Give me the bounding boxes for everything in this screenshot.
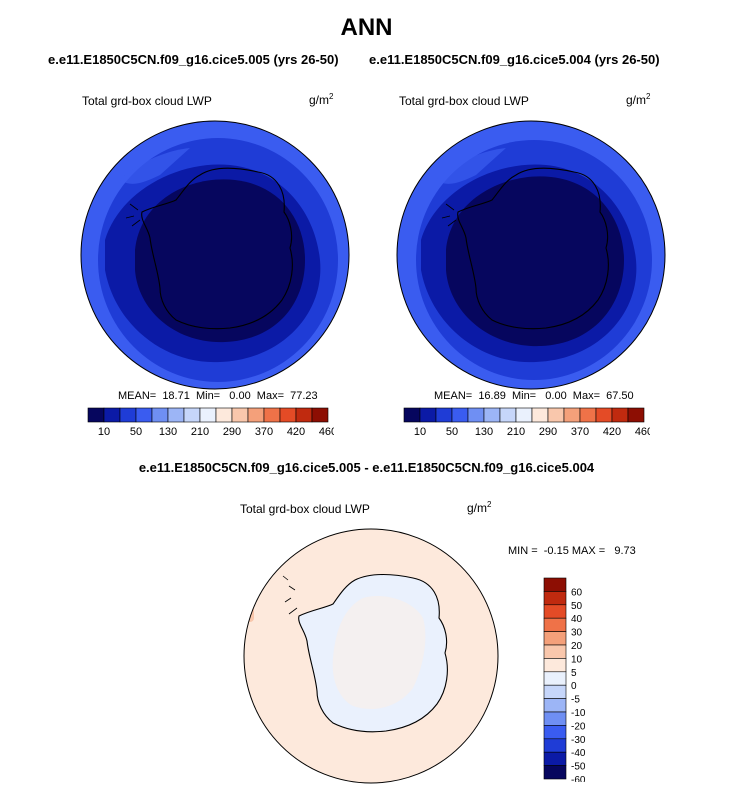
colorbar-swatch: [295, 407, 313, 423]
case-right-title: e.e11.E1850C5CN.f09_g16.cice5.004 (yrs 2…: [369, 52, 660, 67]
colorbar-tick-label: 420: [603, 426, 621, 438]
right-panel-units: g/m2: [626, 92, 651, 107]
colorbar-swatch: [135, 407, 153, 423]
colorbar-swatch: [119, 407, 137, 423]
case-left-title: e.e11.E1850C5CN.f09_g16.cice5.005 (yrs 2…: [48, 52, 339, 67]
colorbar-tick-label: 30: [571, 628, 583, 639]
colorbar-swatch: [543, 711, 567, 726]
colorbar-tick-label: 10: [98, 426, 110, 438]
colorbar-tick-label: -40: [571, 748, 586, 759]
colorbar-tick-label: 10: [414, 426, 426, 438]
colorbar-tick-label: 210: [507, 426, 525, 438]
right-stats: MEAN= 16.89 Min= 0.00 Max= 67.50: [434, 390, 634, 402]
colorbar-swatch: [435, 407, 453, 423]
colorbar-tick-label: -20: [571, 721, 586, 732]
colorbar-tick-label: 420: [287, 426, 305, 438]
right-panel-label: Total grd-box cloud LWP: [399, 94, 529, 108]
colorbar-swatch: [543, 684, 567, 699]
colorbar-swatch: [543, 617, 567, 632]
colorbar-swatch: [543, 751, 567, 766]
colorbar-swatch: [419, 407, 437, 423]
colorbar-swatch: [515, 407, 533, 423]
colorbar-swatch: [543, 671, 567, 686]
colorbar-swatch: [543, 591, 567, 606]
colorbar-swatch: [543, 725, 567, 740]
diff-title: e.e11.E1850C5CN.f09_g16.cice5.005 - e.e1…: [138, 460, 595, 475]
colorbar-tick-label: -10: [571, 708, 586, 719]
colorbar-swatch: [595, 407, 613, 423]
colorbar-tick-label: -60: [571, 775, 586, 782]
colorbar-tick-label: 460: [319, 426, 334, 438]
colorbar-swatch: [543, 577, 567, 592]
colorbar-tick-label: -50: [571, 762, 586, 773]
colorbar-swatch: [499, 407, 517, 423]
colorbar-swatch: [543, 698, 567, 713]
colorbar-swatch: [543, 604, 567, 619]
colorbar-swatch: [311, 407, 329, 423]
colorbar-swatch: [167, 407, 185, 423]
colorbar-swatch: [183, 407, 201, 423]
colorbar-tick-label: -5: [571, 695, 580, 706]
colorbar-tick-label: 60: [571, 587, 583, 598]
colorbar-tick-label: -30: [571, 735, 586, 746]
colorbar-swatch: [87, 407, 105, 423]
right-map: [396, 120, 666, 390]
colorbar-swatch: [467, 407, 485, 423]
colorbar-tick-label: 370: [571, 426, 589, 438]
colorbar-swatch: [611, 407, 629, 423]
colorbar-tick-label: 5: [571, 668, 577, 679]
colorbar-swatch: [483, 407, 501, 423]
colorbar-swatch: [103, 407, 121, 423]
colorbar-swatch: [543, 631, 567, 646]
colorbar-tick-label: 40: [571, 614, 583, 625]
colorbar-swatch: [451, 407, 469, 423]
colorbar-tick-label: 370: [255, 426, 273, 438]
colorbar-swatch: [579, 407, 597, 423]
colorbar-swatch: [199, 407, 217, 423]
colorbar-tick-label: 130: [475, 426, 493, 438]
colorbar-swatch: [151, 407, 169, 423]
colorbar-tick-label: 20: [571, 641, 583, 652]
colorbar-swatch: [547, 407, 565, 423]
colorbar-swatch: [627, 407, 645, 423]
colorbar-tick-label: 210: [191, 426, 209, 438]
diff-map: [243, 528, 499, 784]
colorbar-swatch: [279, 407, 297, 423]
colorbar-tick-label: 290: [223, 426, 241, 438]
left-colorbar: 10 50 130 210 290 370 420 460: [87, 407, 334, 438]
left-panel-units: g/m2: [309, 92, 334, 107]
colorbar-swatch: [563, 407, 581, 423]
colorbar-swatch: [543, 658, 567, 673]
diff-panel-label: Total grd-box cloud LWP: [240, 502, 370, 516]
colorbar-tick-label: 50: [130, 426, 142, 438]
colorbar-tick-label: 50: [446, 426, 458, 438]
right-colorbar: 10 50 130 210 290 370 420 460: [403, 407, 650, 438]
main-title: ANN: [340, 14, 393, 41]
colorbar-tick-label: 0: [571, 681, 577, 692]
colorbar-tick-label: 10: [571, 654, 583, 665]
diff-stats: MIN = -0.15 MAX = 9.73: [508, 545, 636, 557]
colorbar-swatch: [247, 407, 265, 423]
colorbar-tick-label: 290: [539, 426, 557, 438]
colorbar-swatch: [231, 407, 249, 423]
colorbar-swatch: [531, 407, 549, 423]
colorbar-swatch: [403, 407, 421, 423]
colorbar-tick-label: 460: [635, 426, 650, 438]
colorbar-swatch: [263, 407, 281, 423]
colorbar-swatch: [543, 765, 567, 780]
left-map: [80, 120, 350, 390]
colorbar-swatch: [543, 738, 567, 753]
colorbar-swatch: [543, 644, 567, 659]
colorbar-swatch: [215, 407, 233, 423]
colorbar-tick-label: 50: [571, 601, 583, 612]
diff-panel-units: g/m2: [467, 500, 492, 515]
left-stats: MEAN= 18.71 Min= 0.00 Max= 77.23: [118, 390, 318, 402]
colorbar-tick-label: 130: [159, 426, 177, 438]
left-panel-label: Total grd-box cloud LWP: [82, 94, 212, 108]
